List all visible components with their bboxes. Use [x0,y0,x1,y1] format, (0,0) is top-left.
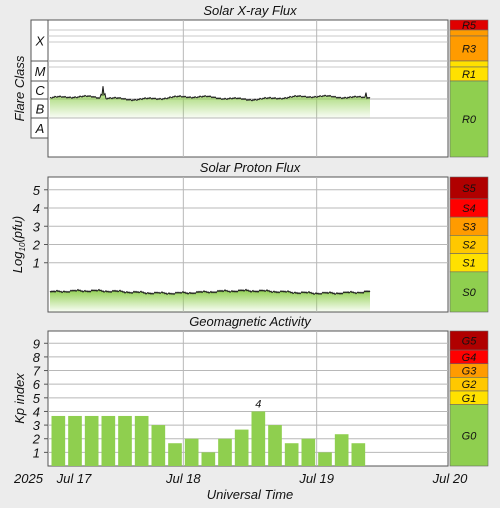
scale-label-g3: G3 [462,366,478,378]
flare-class-label-c: C [35,83,45,98]
kp-bar-8 [168,443,182,466]
kp-bar-11 [218,438,232,466]
panel-title-1: Solar X-ray Flux [203,3,297,18]
kp-bar-19 [351,443,366,466]
x-tick-label-3: Jul 19 [298,471,334,486]
kp-tick-label-9: 9 [33,336,40,351]
scale-label-g5: G5 [462,336,478,348]
kp-tick-label-8: 8 [33,350,41,365]
kp-bar-1 [51,415,66,466]
x-tick-label-1: Jul 17 [56,471,92,486]
kp-bar-3 [84,415,99,466]
proton-tick-label-3: 3 [33,219,41,234]
kp-bar-2 [68,415,82,466]
scale-label-s3: S3 [462,221,476,233]
proton-ylabel: Log10(pfu) [10,216,27,273]
xray-flux-fill [50,86,370,118]
kp-bar-5 [118,415,132,466]
plot-area-1 [47,19,449,158]
kp-bar-13 [251,411,266,466]
kp-tick-label-7: 7 [33,364,41,379]
kp-tick-label-2: 2 [32,432,41,447]
scale-label-g1: G1 [462,393,477,405]
xray-ylabel: Flare Class [12,55,27,121]
scale-label-g0: G0 [462,430,478,442]
proton-flux-fill [50,289,370,312]
kp-bar-14 [268,425,282,466]
kp-bar-12 [234,429,249,466]
scale-block- [449,29,489,37]
flare-class-label-b: B [36,102,45,117]
kp-tick-label-3: 3 [33,418,41,433]
panel-title-2: Solar Proton Flux [200,160,301,175]
proton-tick-label-4: 4 [33,201,40,216]
scale-label-r0: R0 [462,114,477,126]
kp-ylabel: Kp index [12,373,27,424]
scale-label-g2: G2 [462,379,477,391]
kp-bar-4 [101,415,116,466]
flare-class-label-x: X [35,34,46,49]
scale-block-g0 [449,404,489,467]
proton-flux-line [49,288,371,296]
kp-bar-16 [301,438,316,466]
proton-tick-label-5: 5 [33,183,41,198]
x-axis-label: Universal Time [207,487,294,502]
kp-bar-10 [201,452,216,466]
kp-bar-15 [284,443,299,466]
kp-bar-annotation: 4 [255,398,261,410]
kp-bar-18 [334,434,349,466]
kp-tick-label-5: 5 [33,391,41,406]
proton-tick-label-2: 2 [32,238,41,253]
scale-block-r0 [449,80,489,158]
xray-flux-line [49,86,371,102]
x-tick-label-4: Jul 20 [432,471,468,486]
flare-class-label-a: A [35,121,45,136]
kp-bar-7 [151,425,166,466]
kp-bar-9 [184,438,199,466]
scale-block-r3 [449,35,489,62]
x-axis-year: 2025 [13,471,44,486]
scale-block- [449,60,489,68]
kp-tick-label-6: 6 [33,377,41,392]
scale-label-r5: R5 [462,20,477,32]
scale-label-s1: S1 [462,258,475,270]
scale-label-s0: S0 [462,287,476,299]
scale-label-s5: S5 [462,183,476,195]
kp-bar-17 [318,452,332,466]
scale-label-s2: S2 [462,240,475,252]
scale-label-s4: S4 [462,203,475,215]
proton-tick-label-1: 1 [33,256,40,271]
scale-label-r3: R3 [462,44,477,56]
panel-title-3: Geomagnetic Activity [189,314,312,329]
scale-label-g4: G4 [462,352,477,364]
x-tick-label-2: Jul 18 [165,471,201,486]
flare-class-column [30,19,49,139]
scale-label-r1: R1 [462,69,476,81]
scale-block-s0 [449,271,489,313]
kp-tick-label-1: 1 [33,445,40,460]
kp-bar-6 [134,415,149,466]
flare-class-label-m: M [35,64,46,79]
kp-tick-label-4: 4 [33,404,40,419]
